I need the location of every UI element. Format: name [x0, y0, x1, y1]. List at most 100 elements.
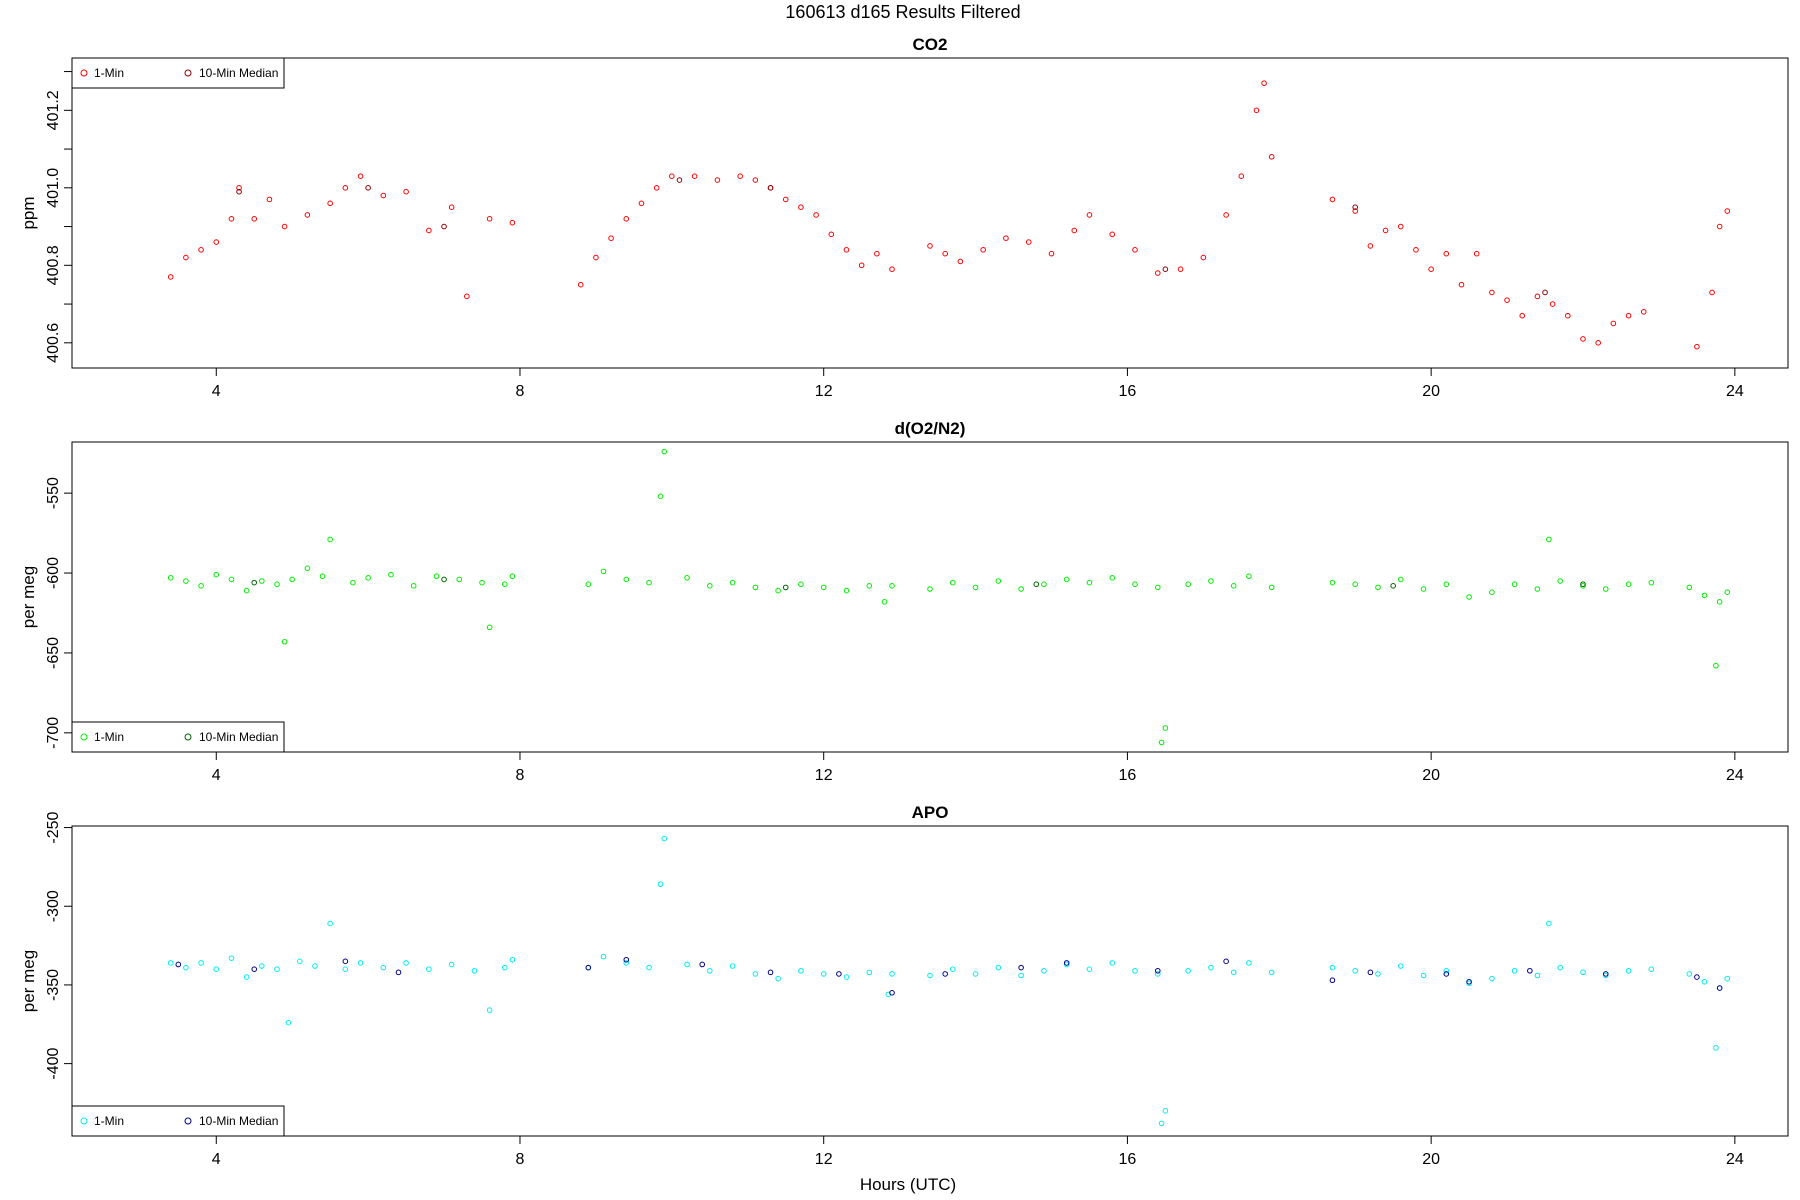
data-point — [1268, 584, 1275, 591]
data-point — [1610, 320, 1617, 327]
data-point — [707, 583, 713, 589]
data-point — [623, 576, 630, 583]
data-point — [1420, 586, 1427, 592]
data-point — [426, 227, 432, 234]
data-point — [820, 971, 827, 977]
data-point — [980, 247, 986, 253]
median-point — [1542, 289, 1548, 296]
data-point — [1458, 281, 1465, 288]
data-point — [183, 578, 189, 584]
data-point — [798, 204, 804, 210]
data-point — [820, 584, 827, 591]
series-1-min — [167, 448, 1731, 746]
data-point — [889, 266, 895, 272]
legend: 1-Min 10-Min Median — [71, 1105, 285, 1137]
data-point — [714, 177, 721, 183]
data-point — [623, 216, 630, 222]
legend-label-median: 10-Min Median — [199, 66, 278, 80]
legend: 1-Min 10-Min Median — [71, 721, 285, 753]
data-point — [1352, 967, 1359, 974]
data-point — [1238, 173, 1245, 179]
x-tick-label: 16 — [1119, 1151, 1137, 1168]
legend-marker-1-min — [80, 733, 88, 741]
y-tick-label: -300 — [45, 890, 62, 922]
data-point — [1382, 227, 1389, 234]
data-point — [1041, 967, 1047, 974]
data-point — [213, 966, 220, 972]
median-point — [1063, 960, 1070, 966]
data-point — [1694, 343, 1700, 350]
median-point — [175, 961, 182, 968]
data-point — [1071, 227, 1078, 234]
data-point — [593, 254, 599, 261]
data-point — [729, 963, 736, 969]
data-point — [942, 250, 948, 257]
data-point — [1709, 289, 1715, 296]
data-point — [357, 960, 364, 966]
data-point — [448, 961, 455, 968]
data-point — [1716, 223, 1723, 230]
series-10-min-median — [251, 576, 1586, 591]
median-point — [441, 223, 447, 230]
data-point — [509, 956, 516, 963]
median-point — [1154, 967, 1161, 974]
data-point — [1329, 196, 1336, 203]
data-point — [1025, 239, 1032, 245]
data-point — [1086, 212, 1093, 218]
median-point — [836, 971, 842, 977]
y-tick-label: 401.2 — [45, 90, 62, 130]
y-tick-label: -600 — [45, 557, 62, 589]
series-10-min-median — [175, 956, 1723, 996]
data-point — [646, 579, 652, 586]
x-axis-label: Hours (UTC) — [860, 1175, 956, 1194]
y-tick-label: -400 — [45, 1048, 62, 1080]
data-point — [1640, 309, 1647, 315]
data-point — [1086, 966, 1093, 972]
x-tick-label: 4 — [212, 1151, 221, 1168]
data-point — [1109, 960, 1116, 966]
data-point — [1158, 1120, 1165, 1127]
legend-marker-median — [184, 733, 192, 741]
data-point — [657, 881, 664, 888]
median-point — [1602, 971, 1609, 977]
data-point — [1511, 581, 1518, 588]
data-point — [1200, 254, 1207, 261]
data-point — [669, 173, 675, 179]
data-point — [889, 971, 895, 977]
data-point — [243, 974, 250, 980]
data-point — [927, 972, 933, 979]
data-point — [183, 254, 189, 261]
data-point — [1063, 576, 1070, 583]
x-tick-label: 4 — [212, 383, 221, 400]
data-point — [1546, 536, 1552, 543]
data-point — [1724, 589, 1731, 596]
data-point — [198, 583, 204, 589]
data-point — [509, 219, 516, 226]
series-1-min — [167, 835, 1731, 1127]
data-point — [426, 966, 432, 972]
legend-label-median: 10-Min Median — [199, 730, 278, 744]
data-point — [1489, 589, 1495, 596]
data-point — [1534, 293, 1541, 300]
x-tick-label: 24 — [1726, 383, 1744, 400]
data-point — [1375, 971, 1381, 977]
x-tick-label: 8 — [516, 1151, 525, 1168]
data-point — [274, 581, 280, 588]
data-point — [259, 578, 265, 584]
data-point — [752, 177, 759, 183]
data-point — [798, 967, 804, 974]
legend-label-1-min: 1-Min — [94, 1114, 124, 1128]
data-point — [1473, 250, 1480, 257]
data-point — [228, 216, 235, 222]
data-point — [1557, 578, 1564, 584]
data-point — [972, 971, 979, 977]
data-point — [972, 584, 979, 591]
data-point — [1185, 967, 1191, 974]
panel-title: CO2 — [913, 35, 948, 54]
data-point — [1724, 208, 1731, 214]
median-point — [365, 185, 371, 191]
data-point — [365, 575, 371, 581]
data-point — [342, 966, 349, 972]
data-point — [486, 216, 493, 222]
data-point — [684, 575, 690, 581]
